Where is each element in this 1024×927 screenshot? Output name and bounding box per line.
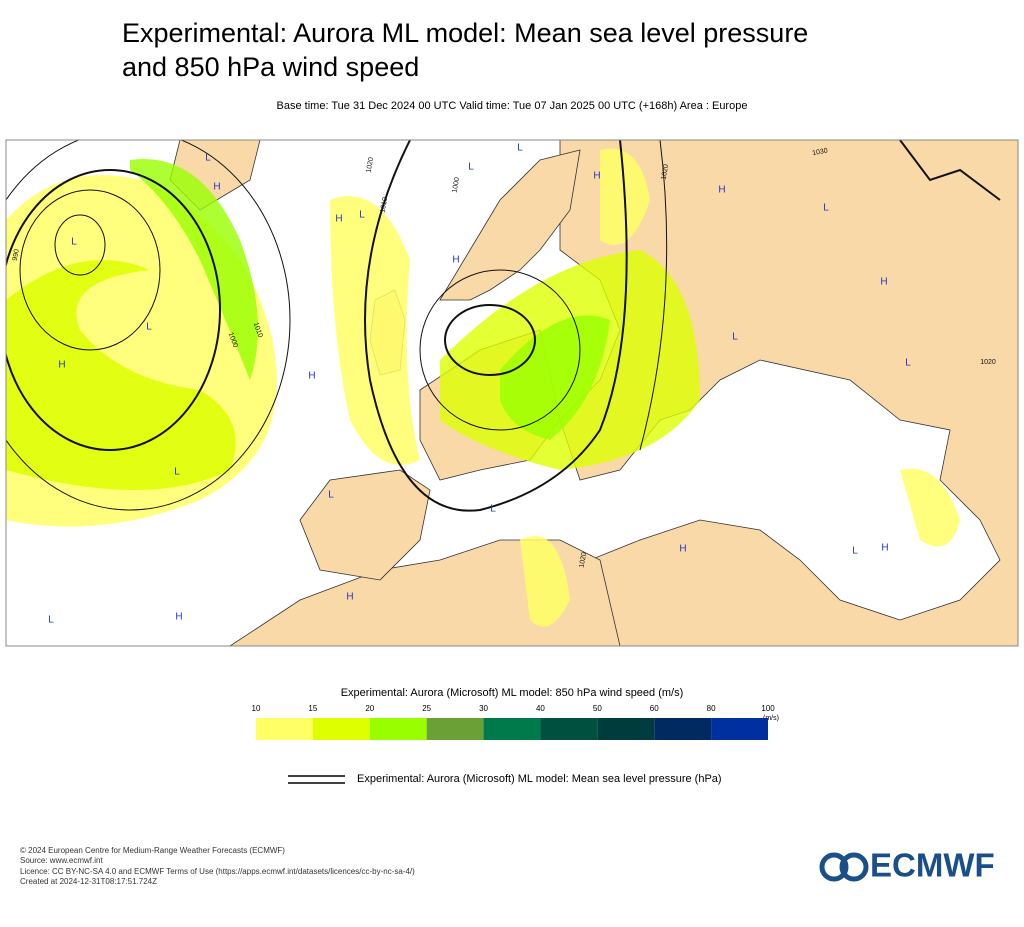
footer-line: Licence: CC BY-NC-SA 4.0 and ECMWF Terms… [20,867,415,876]
colorbar-tick-label: 50 [593,704,602,713]
colorbar-tick-label: 20 [365,704,374,713]
colorbar-box [426,718,484,740]
colorbar-box [483,718,541,740]
footer-line: Source: www.ecmwf.int [20,856,103,865]
colorbar-tick-label: 80 [707,704,716,713]
isobar-label: 1020 [661,164,671,181]
map [6,140,1018,646]
isobar-label: 1010 [252,322,264,339]
pressure-centre: L [328,490,334,501]
pressure-centre: L [905,358,911,369]
colorbar-tick-label: 10 [252,704,261,713]
isobar-label: 1010 [380,197,390,214]
isobar-label: 1020 [579,552,589,569]
colorbar-tick-label: 100 [761,704,775,713]
pressure-centre: H [881,543,888,554]
colorbar-box [597,718,655,740]
footer-line: Created at 2024-12-31T08:17:51.724Z [20,877,157,886]
isobar-label: 1020 [980,359,996,366]
pressure-centre: L [468,162,474,173]
isobars [6,140,1001,512]
pressure-centre: H [593,171,600,182]
colorbar-box [540,718,598,740]
colorbar-tick-label: 60 [650,704,659,713]
pressure-centre: H [452,255,459,266]
logo: ECMWF [819,847,995,884]
pressure-centre: H [718,185,725,196]
pressure-centre: H [213,182,220,193]
colorbar-tick-label: 30 [479,704,488,713]
colorbar-box [711,718,768,740]
pressure-centre: H [335,214,342,225]
pressure-centre: H [346,592,353,603]
colorbar-tick-label: 25 [422,704,431,713]
title: Experimental: Aurora ML model: Mean sea … [122,18,808,48]
pressure-centre: L [359,210,365,221]
pressure-centre: L [71,237,77,248]
isobar-label: 1000 [227,332,239,349]
colorbar-box [369,718,427,740]
wind-legend-unit: (m/s) [763,715,779,722]
isobar-label: 1020 [366,157,376,174]
title: and 850 hPa wind speed [122,52,419,82]
pressure-centre: H [679,544,686,555]
pressure-centre: L [490,504,496,515]
pressure-centre: L [48,615,54,626]
logo-text: ECMWF [870,847,995,884]
subtitle: Base time: Tue 31 Dec 2024 00 UTC Valid … [277,100,748,112]
pressure-centre: L [732,332,738,343]
pressure-centre: H [175,612,182,623]
pressure-centre: H [308,371,315,382]
map-frame [5,139,1019,647]
isobar-label: 1000 [452,177,462,194]
pressure-legend-label: Experimental: Aurora (Microsoft) ML mode… [357,773,722,785]
pressure-centre: H [880,277,887,288]
pressure-centre: H [58,360,65,371]
colorbar-tick-label: 15 [308,704,317,713]
colorbar-box [654,718,712,740]
colorbar-tick-label: 40 [536,704,545,713]
footer-line: © 2024 European Centre for Medium-Range … [20,846,285,855]
pressure-centre: L [517,143,523,154]
pressure-centre: L [205,153,211,164]
colorbar-box [312,718,370,740]
wind-shading [6,148,960,627]
isobar-label: 990 [12,249,21,262]
wind-legend-title: Experimental: Aurora (Microsoft) ML mode… [341,687,684,699]
colorbar-box [256,718,313,740]
isobar-label: 1030 [812,148,829,158]
pressure-centre: L [823,203,829,214]
pressure-centre: L [146,322,152,333]
pressure-centre: L [174,467,180,478]
pressure-centre: L [852,546,858,557]
